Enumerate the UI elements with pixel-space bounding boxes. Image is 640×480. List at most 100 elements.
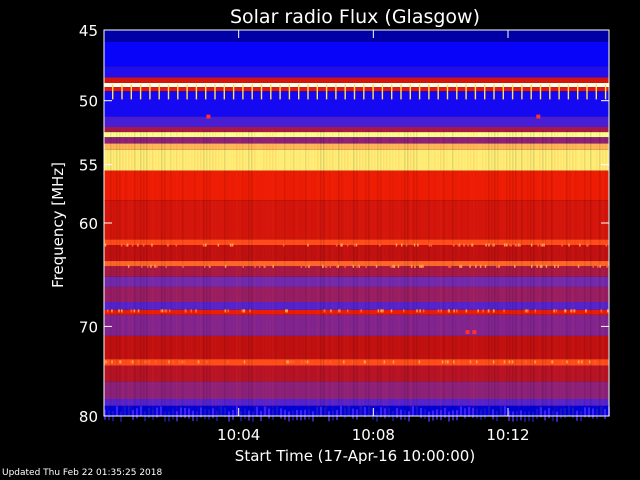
band-speckle [482, 309, 484, 313]
band-speckle [606, 309, 609, 313]
texture-stripe [548, 130, 550, 416]
texture-stripe [224, 130, 226, 416]
band-speckle [287, 360, 289, 364]
band-speckle [539, 264, 542, 268]
texture-stripe [569, 130, 571, 416]
spectrogram-band [104, 87, 609, 92]
band-speckle [150, 264, 152, 268]
band-speckle [534, 360, 536, 364]
band-speckle [375, 264, 378, 268]
texture-stripe [338, 130, 340, 416]
interference-tick [465, 84, 467, 100]
bottom-speckle [156, 407, 158, 418]
texture-stripe [518, 130, 520, 416]
band-speckle [182, 264, 184, 268]
updated-timestamp: Updated Thu Feb 22 01:35:25 2018 [2, 468, 163, 478]
band-speckle [264, 264, 266, 268]
band-speckle [229, 243, 232, 247]
bottom-speckle [116, 406, 118, 417]
bottom-speckle [396, 408, 398, 419]
band-speckle [585, 309, 587, 313]
band-speckle [503, 243, 506, 247]
texture-stripe [287, 130, 289, 416]
band-speckle [536, 264, 538, 268]
band-speckle [254, 264, 256, 268]
texture-stripe [425, 130, 427, 416]
band-speckle [325, 264, 328, 268]
band-speckle [570, 309, 572, 313]
band-speckle [356, 264, 358, 268]
band-speckle [282, 243, 285, 247]
bottom-speckle [512, 411, 514, 422]
texture-stripe [308, 130, 310, 416]
band-speckle [383, 360, 386, 364]
band-speckle [118, 309, 120, 313]
interference-tick [149, 84, 151, 100]
band-speckle [390, 264, 392, 268]
spectrogram-band [104, 245, 609, 262]
band-speckle [430, 243, 433, 247]
band-speckle [169, 309, 171, 313]
texture-stripe [422, 130, 424, 416]
band-speckle [365, 264, 367, 268]
texture-stripe [584, 130, 586, 416]
band-speckle [453, 360, 455, 364]
bottom-speckle [548, 408, 550, 419]
texture-stripe [194, 130, 196, 416]
band-speckle [416, 309, 418, 313]
texture-stripe [200, 130, 202, 416]
band-speckle [456, 309, 458, 313]
band-speckle [106, 309, 109, 313]
bottom-speckle [480, 409, 482, 420]
band-speckle [460, 264, 463, 268]
band-speckle [514, 243, 517, 247]
band-speckle [151, 243, 153, 247]
band-speckle [561, 360, 564, 364]
bottom-speckle [296, 410, 298, 421]
band-speckle [561, 243, 563, 247]
texture-stripe [233, 130, 235, 416]
texture-stripe [380, 130, 382, 416]
texture-stripe [464, 130, 466, 416]
texture-stripe [542, 130, 544, 416]
band-speckle [242, 264, 244, 268]
band-speckle [154, 360, 157, 364]
texture-stripe [383, 130, 385, 416]
band-speckle [330, 309, 332, 313]
band-speckle [401, 243, 403, 247]
band-speckle [555, 309, 558, 313]
texture-stripe [164, 130, 166, 416]
bottom-speckle [464, 408, 466, 419]
band-speckle [457, 243, 460, 247]
texture-stripe [521, 130, 523, 416]
band-speckle [243, 309, 245, 313]
texture-stripe [239, 130, 241, 416]
band-speckle [503, 360, 506, 364]
band-speckle [290, 360, 293, 364]
band-speckle [568, 243, 570, 247]
bottom-speckle [108, 410, 110, 421]
texture-stripe [539, 130, 541, 416]
spectrogram-band [104, 335, 609, 360]
bottom-speckle [604, 408, 606, 419]
band-speckle [292, 360, 295, 364]
band-speckle [165, 309, 168, 313]
band-speckle [597, 264, 599, 268]
band-speckle [599, 264, 601, 268]
interference-tick [372, 84, 374, 100]
band-speckle [184, 309, 187, 313]
bottom-speckle [120, 411, 122, 422]
texture-stripe [596, 130, 598, 416]
interference-tick [158, 84, 160, 100]
band-speckle [422, 309, 425, 313]
bottom-speckle [128, 406, 130, 417]
band-speckle [343, 360, 345, 364]
interference-tick [391, 84, 393, 100]
texture-stripe [254, 130, 256, 416]
bottom-speckle [284, 409, 286, 420]
interference-tick [270, 84, 272, 100]
band-speckle [553, 309, 555, 313]
texture-stripe [341, 130, 343, 416]
band-speckle [107, 360, 109, 364]
bottom-speckle [364, 407, 366, 418]
